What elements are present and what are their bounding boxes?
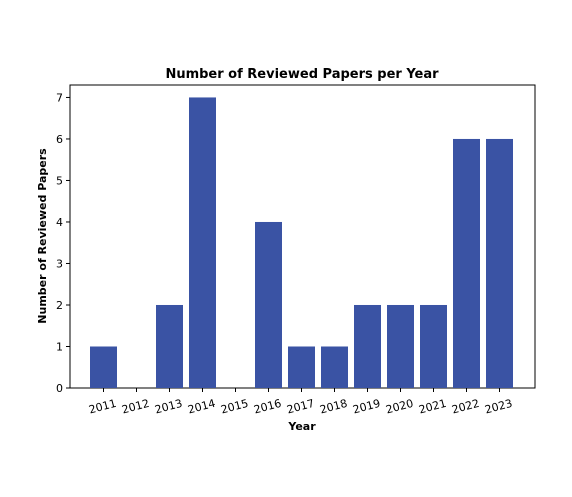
x-axis-ticks: 2011 2012 2013 2014 2015 2016 2017 2018 2019 2020… bbox=[87, 388, 514, 417]
x-tick-label: 2018 bbox=[318, 397, 348, 417]
y-tick-label: 6 bbox=[56, 133, 63, 146]
bar-2018 bbox=[321, 346, 348, 388]
bar-2021 bbox=[420, 304, 447, 388]
x-tick-label: 2020 bbox=[384, 397, 414, 417]
x-tick-label: 2017 bbox=[285, 397, 315, 417]
x-tick-label: 2019 bbox=[351, 397, 381, 417]
bar-2022 bbox=[453, 138, 480, 388]
x-axis-label: Year bbox=[287, 420, 316, 433]
y-axis-label: Number of Reviewed Papers bbox=[36, 148, 49, 324]
x-tick-label: 2011 bbox=[87, 397, 117, 417]
x-tick-label: 2022 bbox=[450, 397, 480, 417]
y-tick-label: 3 bbox=[56, 257, 63, 270]
bar-2020 bbox=[387, 304, 414, 388]
y-tick-label: 4 bbox=[56, 216, 63, 229]
bar-2019 bbox=[354, 304, 381, 388]
bar-2013 bbox=[156, 304, 183, 388]
bar-2014 bbox=[189, 97, 216, 388]
y-tick-label: 1 bbox=[56, 340, 63, 353]
bar-2016 bbox=[255, 221, 282, 388]
y-tick-label: 0 bbox=[56, 382, 63, 395]
x-tick-label: 2021 bbox=[417, 397, 447, 417]
bar-2011 bbox=[90, 346, 117, 388]
x-tick-label: 2013 bbox=[153, 397, 183, 417]
chart-title: Number of Reviewed Papers per Year bbox=[165, 67, 439, 82]
y-tick-label: 2 bbox=[56, 299, 63, 312]
y-tick-label: 5 bbox=[56, 174, 63, 187]
x-tick-label: 2016 bbox=[252, 397, 282, 417]
x-tick-label: 2015 bbox=[219, 397, 249, 417]
x-tick-label: 2012 bbox=[120, 397, 150, 417]
bar-2017 bbox=[288, 346, 315, 388]
bars-group bbox=[90, 97, 513, 388]
x-tick-label: 2014 bbox=[186, 397, 216, 417]
x-tick-label: 2023 bbox=[483, 397, 513, 417]
y-tick-label: 7 bbox=[56, 91, 63, 104]
y-axis-ticks: 0 1 2 3 4 5 6 7 bbox=[56, 91, 70, 395]
bar-2023 bbox=[486, 138, 513, 388]
